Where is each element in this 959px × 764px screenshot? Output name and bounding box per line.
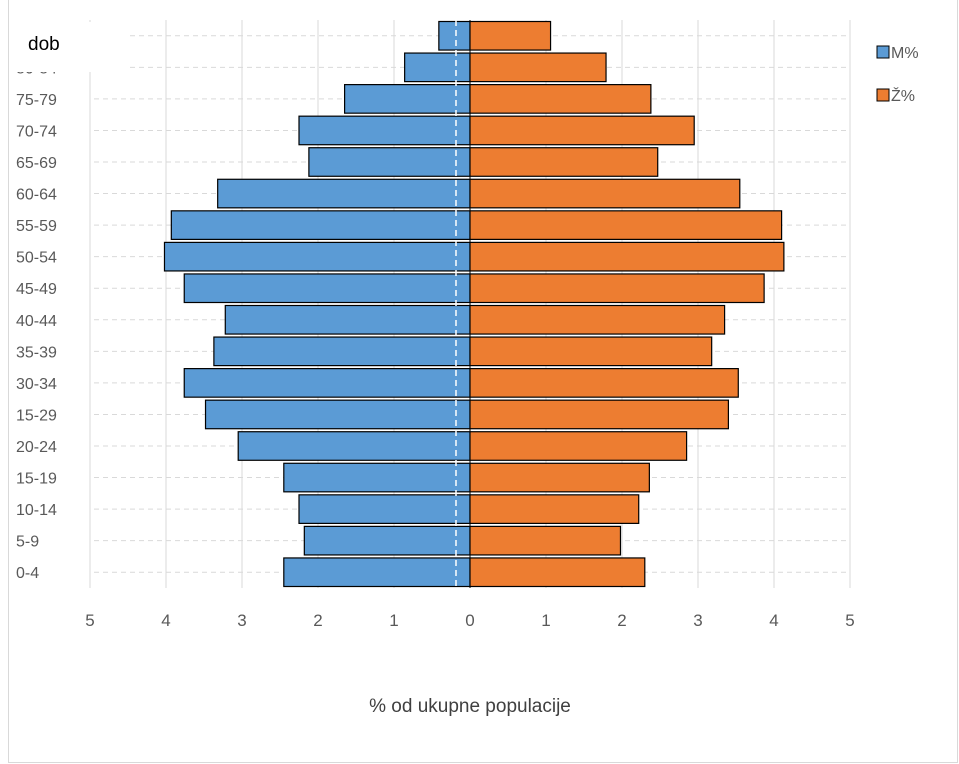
bar-z-80-84[interactable] bbox=[469, 52, 607, 83]
x-tick-label: 3 bbox=[693, 611, 702, 630]
bar-z-60-64[interactable] bbox=[469, 178, 741, 209]
bar-z-75-79[interactable] bbox=[469, 84, 652, 114]
legend-item-m[interactable]: M% bbox=[876, 45, 919, 62]
bar-z-0-4[interactable] bbox=[469, 557, 646, 588]
x-tick-label: 3 bbox=[237, 611, 246, 630]
dob-label-bg bbox=[16, 22, 128, 72]
x-tick-label: 2 bbox=[617, 611, 626, 630]
legend-swatch-z bbox=[876, 88, 890, 102]
bar-m-55-59[interactable] bbox=[170, 210, 471, 240]
x-tick-labels: 5 4 3 2 1 0 1 2 3 4 5 bbox=[85, 611, 854, 630]
bar-m-30-34[interactable] bbox=[183, 368, 471, 398]
category-label: 10-14 bbox=[16, 502, 57, 519]
bar-m-70-74[interactable] bbox=[298, 115, 471, 146]
category-labels: 0-4 5-9 10-14 15-19 20-24 15-29 30-34 35-39 40-4… bbox=[16, 29, 57, 582]
bar-z-15-29[interactable] bbox=[469, 399, 729, 430]
bars bbox=[163, 20, 785, 588]
bar-m-20-24[interactable] bbox=[237, 431, 471, 461]
bar-m-5-9[interactable] bbox=[303, 525, 471, 556]
bar-z-5-9[interactable] bbox=[469, 525, 622, 556]
bar-m-0-4[interactable] bbox=[283, 557, 471, 588]
chart-frame bbox=[8, 0, 958, 763]
x-tick-label: 1 bbox=[389, 611, 398, 630]
bar-m-60-64[interactable] bbox=[217, 178, 471, 209]
bar-z-20-24[interactable] bbox=[469, 431, 688, 461]
bar-z-30-34[interactable] bbox=[469, 368, 739, 398]
bar-m-85+[interactable] bbox=[438, 20, 471, 51]
x-tick-label: 4 bbox=[161, 611, 170, 630]
category-label: 5-9 bbox=[16, 534, 39, 551]
legend-item-z[interactable]: Ž% bbox=[876, 86, 915, 105]
category-label: 35-39 bbox=[16, 344, 57, 361]
bar-m-10-14[interactable] bbox=[298, 494, 471, 524]
bar-m-35-39[interactable] bbox=[213, 336, 471, 367]
category-label: 45-49 bbox=[16, 281, 57, 298]
bar-m-15-19[interactable] bbox=[283, 462, 471, 493]
bar-m-45-49[interactable] bbox=[183, 273, 471, 304]
bar-m-50-54[interactable] bbox=[163, 241, 471, 272]
bar-z-65-69[interactable] bbox=[469, 147, 659, 177]
category-label: 40-44 bbox=[16, 313, 57, 330]
category-label: 15-29 bbox=[16, 407, 57, 424]
bar-m-40-44[interactable] bbox=[224, 304, 471, 335]
category-label: 60-64 bbox=[16, 187, 57, 204]
bar-z-35-39[interactable] bbox=[469, 336, 713, 367]
x-tick-label: 5 bbox=[85, 611, 94, 630]
category-label: 15-19 bbox=[16, 471, 57, 488]
bar-z-10-14[interactable] bbox=[469, 494, 640, 524]
bar-m-65-69[interactable] bbox=[308, 147, 471, 177]
category-label: 30-34 bbox=[16, 376, 57, 393]
x-axis-title: % od ukupne populacije bbox=[369, 696, 571, 717]
bar-z-45-49[interactable] bbox=[469, 273, 765, 304]
legend-swatch-m bbox=[876, 45, 890, 59]
x-tick-label: 5 bbox=[845, 611, 854, 630]
x-tick-label: 1 bbox=[541, 611, 550, 630]
x-tick-label: 0 bbox=[465, 611, 474, 630]
category-label: 75-79 bbox=[16, 92, 57, 109]
bar-z-85+[interactable] bbox=[469, 20, 552, 51]
x-tick-label: 4 bbox=[769, 611, 778, 630]
x-tick-label: 2 bbox=[313, 611, 322, 630]
bar-z-55-59[interactable] bbox=[469, 210, 783, 240]
category-label: 50-54 bbox=[16, 250, 57, 267]
category-label: 70-74 bbox=[16, 123, 57, 140]
category-axis-title: dob bbox=[28, 34, 60, 55]
bar-m-15-29[interactable] bbox=[204, 399, 471, 430]
bar-m-80-84[interactable] bbox=[404, 52, 471, 83]
legend-label-z: Ž% bbox=[891, 86, 915, 105]
bar-z-70-74[interactable] bbox=[469, 115, 695, 146]
category-label: 65-69 bbox=[16, 155, 57, 172]
legend-label-m: M% bbox=[891, 45, 919, 62]
category-label: 20-24 bbox=[16, 439, 57, 456]
category-label: 55-59 bbox=[16, 218, 57, 235]
bar-z-15-19[interactable] bbox=[469, 462, 650, 493]
legend: M% Ž% bbox=[876, 45, 919, 105]
bar-m-75-79[interactable] bbox=[344, 84, 471, 114]
bar-z-40-44[interactable] bbox=[469, 304, 726, 335]
category-label: 0-4 bbox=[16, 565, 39, 582]
bar-z-50-54[interactable] bbox=[469, 241, 785, 272]
